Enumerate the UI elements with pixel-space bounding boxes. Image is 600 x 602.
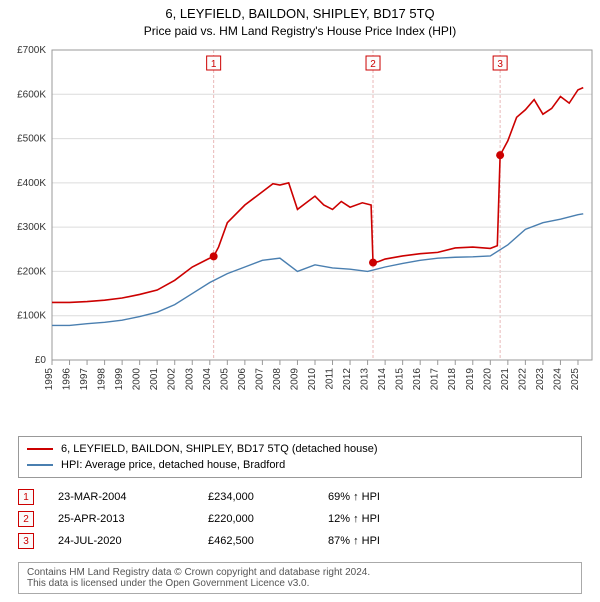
sale-price-1: £234,000 bbox=[208, 491, 328, 503]
sale-badge-3: 3 bbox=[18, 533, 34, 549]
legend-item-hpi: HPI: Average price, detached house, Brad… bbox=[27, 457, 573, 473]
svg-text:1996: 1996 bbox=[62, 368, 73, 391]
svg-text:2015: 2015 bbox=[395, 368, 406, 391]
svg-text:2018: 2018 bbox=[447, 368, 458, 391]
svg-text:2006: 2006 bbox=[237, 368, 248, 391]
svg-text:1995: 1995 bbox=[44, 368, 55, 391]
svg-text:2023: 2023 bbox=[535, 368, 546, 391]
svg-text:£100K: £100K bbox=[17, 311, 46, 322]
sales-table: 1 23-MAR-2004 £234,000 69% ↑ HPI 2 25-AP… bbox=[18, 486, 582, 552]
svg-text:2016: 2016 bbox=[412, 368, 423, 391]
svg-text:£0: £0 bbox=[35, 355, 47, 366]
svg-text:2009: 2009 bbox=[289, 368, 300, 391]
title-address: 6, LEYFIELD, BAILDON, SHIPLEY, BD17 5TQ bbox=[0, 6, 600, 21]
sale-date-3: 24-JUL-2020 bbox=[58, 535, 208, 547]
svg-text:1997: 1997 bbox=[79, 368, 90, 391]
svg-text:2007: 2007 bbox=[254, 368, 265, 391]
svg-text:1998: 1998 bbox=[97, 368, 108, 391]
svg-text:2021: 2021 bbox=[500, 368, 511, 391]
sale-delta-3: 87% ↑ HPI bbox=[328, 535, 448, 547]
svg-text:2020: 2020 bbox=[482, 368, 493, 391]
svg-text:2002: 2002 bbox=[167, 368, 178, 391]
svg-text:£200K: £200K bbox=[17, 266, 46, 277]
chart-svg: £0 £100K £200K £300K £400K £500K £600K £700K 199… bbox=[0, 40, 600, 430]
svg-text:2003: 2003 bbox=[184, 368, 195, 391]
legend-item-property: 6, LEYFIELD, BAILDON, SHIPLEY, BD17 5TQ … bbox=[27, 441, 573, 457]
chart-container: 6, LEYFIELD, BAILDON, SHIPLEY, BD17 5TQ … bbox=[0, 0, 600, 594]
svg-text:£600K: £600K bbox=[17, 89, 46, 100]
sale-price-2: £220,000 bbox=[208, 513, 328, 525]
svg-text:2012: 2012 bbox=[342, 368, 353, 391]
legend-swatch-property bbox=[27, 448, 53, 450]
sale-date-1: 23-MAR-2004 bbox=[58, 491, 208, 503]
footer: Contains HM Land Registry data © Crown c… bbox=[18, 562, 582, 594]
footer-line1: Contains HM Land Registry data © Crown c… bbox=[27, 567, 573, 578]
table-row: 3 24-JUL-2020 £462,500 87% ↑ HPI bbox=[18, 530, 582, 552]
table-row: 2 25-APR-2013 £220,000 12% ↑ HPI bbox=[18, 508, 582, 530]
svg-text:2019: 2019 bbox=[465, 368, 476, 391]
svg-text:2022: 2022 bbox=[517, 368, 528, 391]
svg-text:2005: 2005 bbox=[219, 368, 230, 391]
svg-text:2024: 2024 bbox=[552, 368, 563, 391]
legend-label-hpi: HPI: Average price, detached house, Brad… bbox=[61, 459, 285, 471]
svg-text:2017: 2017 bbox=[430, 368, 441, 391]
svg-text:2025: 2025 bbox=[570, 368, 581, 391]
title-subtitle: Price paid vs. HM Land Registry's House … bbox=[0, 24, 600, 38]
table-row: 1 23-MAR-2004 £234,000 69% ↑ HPI bbox=[18, 486, 582, 508]
svg-text:2010: 2010 bbox=[307, 368, 318, 391]
svg-text:2013: 2013 bbox=[360, 368, 371, 391]
svg-text:2008: 2008 bbox=[272, 368, 283, 391]
legend-label-property: 6, LEYFIELD, BAILDON, SHIPLEY, BD17 5TQ … bbox=[61, 443, 378, 455]
legend: 6, LEYFIELD, BAILDON, SHIPLEY, BD17 5TQ … bbox=[18, 436, 582, 478]
chart: £0 £100K £200K £300K £400K £500K £600K £700K 199… bbox=[0, 40, 600, 430]
svg-text:2011: 2011 bbox=[325, 368, 336, 390]
sale-delta-1: 69% ↑ HPI bbox=[328, 491, 448, 503]
svg-text:£400K: £400K bbox=[17, 178, 46, 189]
svg-text:3: 3 bbox=[497, 59, 503, 70]
sale-date-2: 25-APR-2013 bbox=[58, 513, 208, 525]
svg-text:£300K: £300K bbox=[17, 222, 46, 233]
title-area: 6, LEYFIELD, BAILDON, SHIPLEY, BD17 5TQ … bbox=[0, 0, 600, 40]
svg-text:2001: 2001 bbox=[149, 368, 160, 391]
svg-text:1999: 1999 bbox=[114, 368, 125, 391]
sale-price-3: £462,500 bbox=[208, 535, 328, 547]
svg-text:£500K: £500K bbox=[17, 134, 46, 145]
svg-text:2014: 2014 bbox=[377, 368, 388, 391]
svg-text:2000: 2000 bbox=[132, 368, 143, 391]
footer-line2: This data is licensed under the Open Gov… bbox=[27, 578, 573, 589]
svg-text:£700K: £700K bbox=[17, 45, 46, 56]
sale-badge-1: 1 bbox=[18, 489, 34, 505]
svg-text:2004: 2004 bbox=[202, 368, 213, 391]
sale-delta-2: 12% ↑ HPI bbox=[328, 513, 448, 525]
svg-text:2: 2 bbox=[370, 59, 376, 70]
svg-text:1: 1 bbox=[211, 59, 217, 70]
sale-badge-2: 2 bbox=[18, 511, 34, 527]
legend-swatch-hpi bbox=[27, 464, 53, 466]
